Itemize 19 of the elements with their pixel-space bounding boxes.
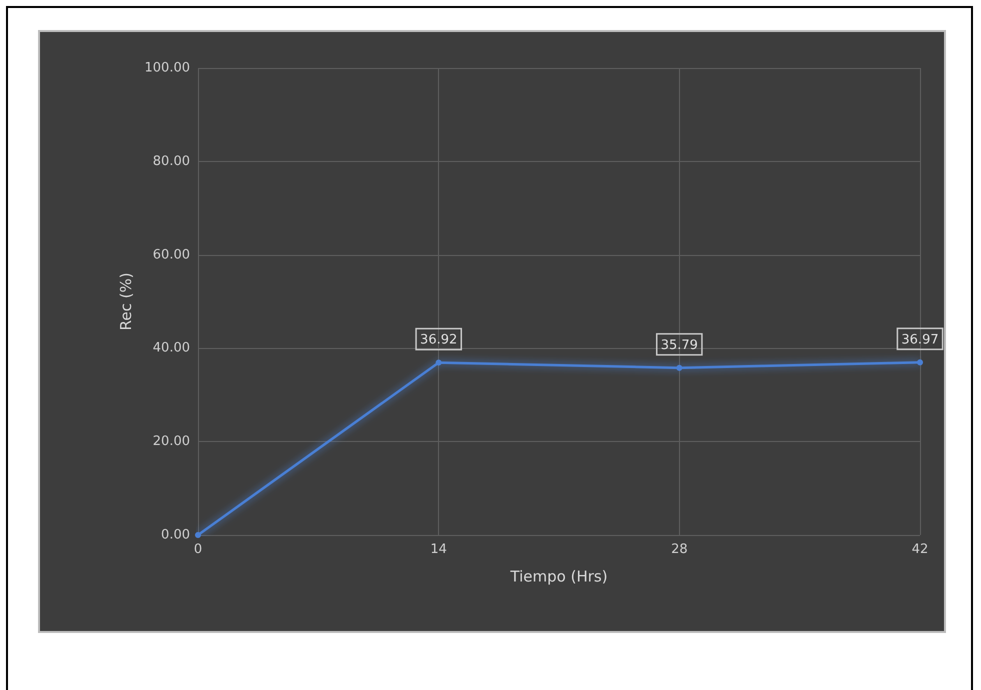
point xyxy=(676,364,682,371)
y-tick-label: 20.00 xyxy=(152,434,190,450)
x-tick-label: 14 xyxy=(430,542,447,557)
data-label: 35.79 xyxy=(660,338,698,353)
y-axis-title: Rec (%) xyxy=(117,272,136,330)
point xyxy=(436,360,442,366)
data-label: 36.92 xyxy=(420,332,458,348)
x-tick-label: 28 xyxy=(671,542,688,557)
y-tick-label: 60.00 xyxy=(152,247,190,262)
point xyxy=(917,359,923,366)
data-label: 36.97 xyxy=(901,332,939,348)
y-tick-label: 100.00 xyxy=(144,60,190,76)
y-tick-label: 0.00 xyxy=(161,528,190,542)
y-tick-label: 40.00 xyxy=(152,340,190,356)
y-tick-label: 80.00 xyxy=(152,154,190,169)
x-tick-label: 0 xyxy=(194,542,202,557)
x-axis-title: Tiempo (Hrs) xyxy=(509,568,608,586)
point xyxy=(195,532,201,538)
x-tick-label: 42 xyxy=(912,542,928,557)
